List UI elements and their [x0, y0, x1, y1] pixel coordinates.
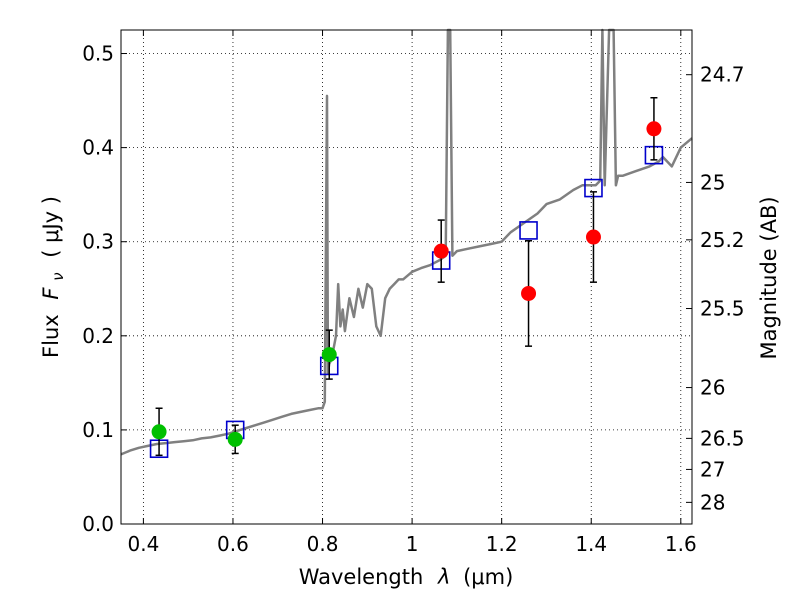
model-photometry-square: [519, 221, 538, 240]
x-axis-symbol: λ: [437, 565, 450, 589]
y-axis-symbol: F: [39, 287, 63, 300]
y-tick-label: 0.0: [82, 512, 114, 536]
y-tick-label: 0.1: [82, 418, 114, 442]
x-tick-label: 1.6: [665, 532, 697, 556]
magnitude-tick-label: 27: [700, 457, 725, 481]
detection-point: [646, 121, 662, 137]
x-tick-label: 0.8: [307, 532, 339, 556]
x-tick-label: 1.2: [486, 532, 518, 556]
x-tick-label: 1.4: [575, 532, 607, 556]
magnitude-tick-label: 25.5: [700, 297, 745, 321]
x-tick-label: 1: [406, 532, 419, 556]
x-tick-label: 0.4: [127, 532, 159, 556]
model-sed-line: [120, 28, 693, 456]
plot-frame: [120, 29, 693, 525]
detection-point: [227, 431, 243, 447]
y-axis-label-text: Flux: [39, 314, 63, 358]
magnitude-tick-label: 25.2: [700, 228, 745, 252]
x-tick-label: 0.6: [217, 532, 249, 556]
detection-point: [321, 347, 337, 363]
detection-point: [585, 229, 601, 245]
magnitude-tick-label: 25: [700, 170, 725, 194]
data-markers: [149, 96, 664, 459]
y-axis-label: Flux F ν ( μJy ): [39, 196, 68, 358]
x-axis-label-text: Wavelength: [299, 565, 424, 589]
y-tick-label: 0.2: [82, 324, 114, 348]
y-tick-label: 0.3: [82, 230, 114, 254]
x-axis-unit: (μm): [463, 565, 513, 589]
detection-point: [433, 243, 449, 259]
y-axis-subscript: ν: [49, 272, 67, 280]
y-tick-label: 0.5: [82, 42, 114, 66]
magnitude-tick-label: 26.5: [700, 426, 745, 450]
detection-point: [151, 424, 167, 440]
magnitude-tick-label: 24.7: [700, 63, 745, 87]
right-axis-label: Magnitude (AB): [757, 196, 781, 359]
detection-point: [521, 285, 537, 301]
magnitude-tick-label: 26: [700, 376, 725, 400]
axis-ticks: 0.4 0.6 0.8 1 1.2 1.4 1.6 0.0 0.1 0.2 0.3 0.4 0.5 24.…: [82, 30, 745, 556]
magnitude-tick-label: 28: [700, 490, 725, 514]
y-tick-label: 0.4: [82, 136, 114, 160]
model-sed-curve: [120, 28, 693, 456]
y-axis-unit: ( μJy ): [39, 196, 63, 258]
x-axis-label: Wavelength λ (μm): [299, 565, 514, 589]
